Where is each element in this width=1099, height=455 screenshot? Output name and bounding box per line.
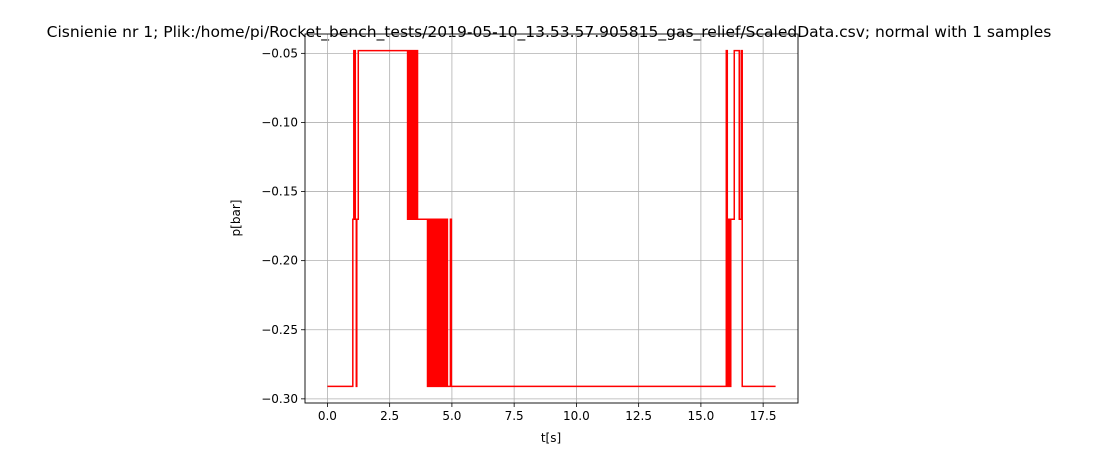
x-tick-label: 2.5: [380, 409, 399, 423]
x-tick-label: 7.5: [505, 409, 524, 423]
y-tick-label: −0.25: [261, 323, 298, 337]
y-axis: −0.05 −0.10 −0.15 −0.20 −0.25 −0.30: [261, 46, 305, 406]
y-tick-label: −0.30: [261, 392, 298, 406]
x-axis: 0.0 2.5 5.0 7.5 10.0 12.5 15.0 17.5: [318, 403, 777, 423]
y-tick-label: −0.20: [261, 254, 298, 268]
x-tick-label: 0.0: [318, 409, 337, 423]
x-tick-label: 17.5: [750, 409, 777, 423]
grid: [305, 34, 798, 403]
series-layer: [327, 49, 776, 388]
x-tick-label: 12.5: [625, 409, 652, 423]
y-tick-label: −0.05: [261, 46, 298, 60]
plot-area-frame: [304, 33, 799, 404]
x-tick-label: 15.0: [688, 409, 715, 423]
x-tick-label: 5.0: [442, 409, 461, 423]
x-tick-label: 10.0: [563, 409, 590, 423]
chart-title: Cisnienie nr 1; Plik:/home/pi/Rocket_ben…: [47, 23, 1052, 42]
x-axis-label: t[s]: [541, 431, 561, 445]
y-axis-label: p[bar]: [229, 200, 243, 237]
y-tick-label: −0.15: [261, 185, 298, 199]
series-line: [327, 49, 776, 388]
y-tick-label: −0.10: [261, 115, 298, 129]
